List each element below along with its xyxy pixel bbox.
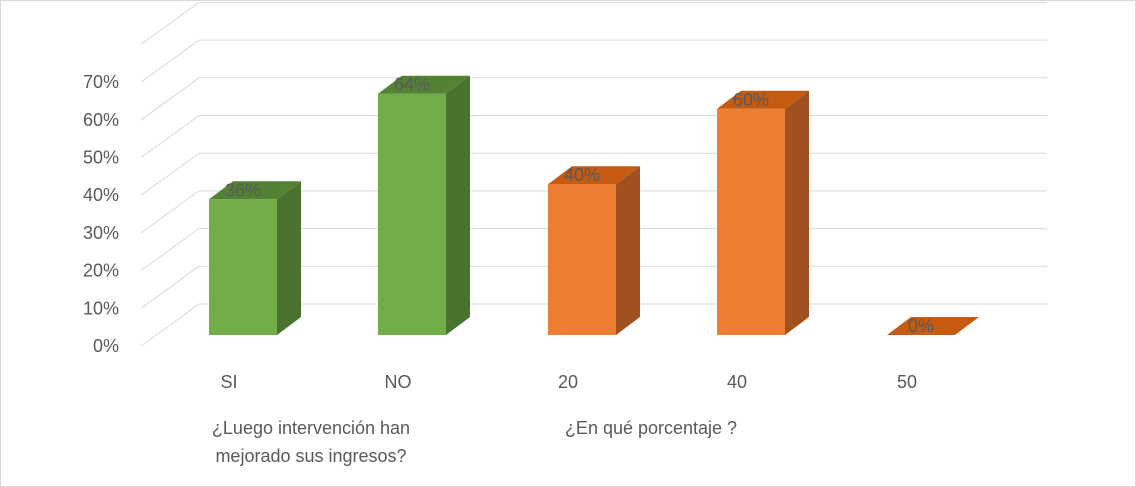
bar — [717, 90, 809, 335]
data-label: 60% — [733, 90, 769, 110]
y-tick-label: 70% — [83, 72, 119, 92]
bar — [209, 181, 301, 335]
bar-top-face — [717, 90, 809, 109]
data-label: 64% — [394, 75, 430, 95]
data-labels: 36% 64% 40% 60% 0% — [225, 75, 934, 336]
category-label: SI — [220, 372, 237, 392]
group-label: mejorado sus ingresos? — [215, 446, 406, 466]
gridline — [140, 115, 1047, 158]
bar-top-face — [887, 317, 979, 335]
gridline — [140, 39, 1047, 83]
bar-side-face — [446, 75, 470, 335]
group-label: ¿Luego intervención han — [212, 418, 410, 438]
y-tick-label: 30% — [83, 223, 119, 243]
data-label: 0% — [908, 316, 934, 336]
bar-front-face — [548, 184, 616, 335]
y-tick-label: 0% — [93, 336, 119, 356]
bar-front-face — [717, 108, 785, 335]
category-label: 50 — [897, 372, 917, 392]
y-tick-label: 20% — [83, 261, 119, 281]
group-label: ¿En qué porcentaje ? — [565, 418, 737, 438]
y-tick-label: 60% — [83, 110, 119, 130]
data-label: 36% — [225, 180, 261, 200]
bar — [378, 75, 470, 335]
category-label: 40 — [727, 372, 747, 392]
bar — [887, 317, 979, 335]
bar — [548, 166, 640, 335]
bar-side-face — [785, 90, 809, 335]
bars — [209, 75, 979, 335]
bar-side-face — [616, 166, 640, 335]
bar-top-face — [209, 181, 301, 200]
gridline — [140, 77, 1047, 121]
y-tick-label: 10% — [83, 298, 119, 318]
category-group-labels: ¿Luego intervención han mejorado sus ingr… — [212, 418, 737, 466]
bar-top-face — [378, 75, 470, 94]
category-label: NO — [385, 372, 412, 392]
data-label: 40% — [564, 165, 600, 185]
bar-front-face — [378, 93, 446, 335]
bar-side-face — [277, 181, 301, 335]
y-tick-label: 50% — [83, 148, 119, 168]
bar-front-face — [209, 199, 277, 335]
y-axis-ticks: 0% 10% 20% 30% 40% 50% 60% 70% — [83, 72, 119, 356]
gridlines — [140, 1, 1047, 347]
gridline — [140, 1, 1047, 45]
bar-top-face — [548, 166, 640, 185]
x-axis-categories: SI NO 20 40 50 — [220, 372, 917, 392]
category-label: 20 — [558, 372, 578, 392]
y-tick-label: 40% — [83, 185, 119, 205]
